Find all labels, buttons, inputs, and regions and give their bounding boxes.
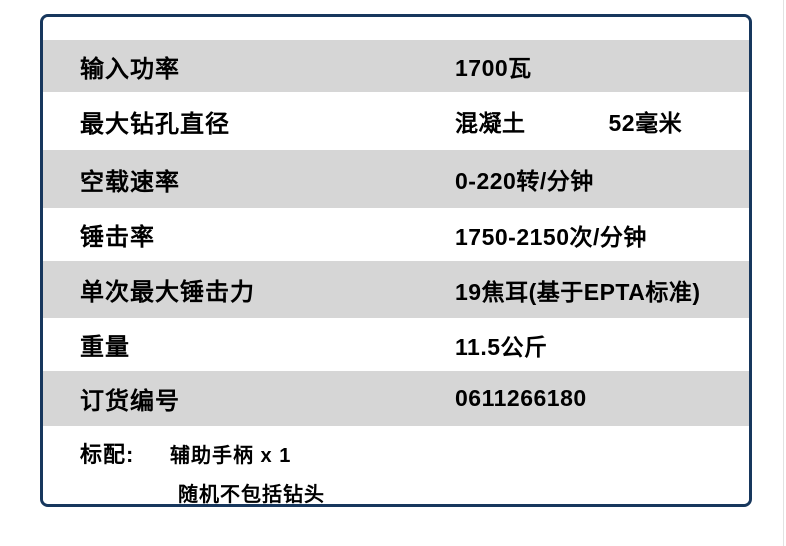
spec-table-card: 输入功率 1700瓦 最大钻孔直径 混凝土 52毫米 空载速率 0-220转/分… (40, 14, 752, 507)
spec-value: 19焦耳(基于EPTA标准) (455, 278, 701, 305)
spec-row-single-impact-energy: 单次最大锤击力 19焦耳(基于EPTA标准) (43, 261, 749, 318)
spec-row-input-power: 输入功率 1700瓦 (43, 40, 749, 92)
spec-label: 重量 (80, 334, 130, 361)
included-accessories-section: 标配: 辅助手柄 x 1 随机不包括钻头 (43, 426, 749, 506)
spec-label: 订货编号 (80, 388, 180, 415)
spec-value: 混凝土 (455, 110, 526, 136)
spec-label: 输入功率 (80, 55, 180, 83)
spec-row-max-drill-diameter: 最大钻孔直径 混凝土 52毫米 (43, 92, 749, 150)
spec-label: 单次最大锤击力 (80, 279, 255, 306)
spec-label: 空载速率 (80, 168, 180, 196)
spec-value: 0-220转/分钟 (455, 168, 594, 194)
spec-value: 1750-2150次/分钟 (455, 223, 647, 250)
included-label: 标配: (80, 442, 135, 467)
spec-row-no-load-speed: 空载速率 0-220转/分钟 (43, 150, 749, 208)
spec-label: 最大钻孔直径 (80, 110, 230, 138)
spec-label: 锤击率 (80, 224, 155, 251)
spec-value-secondary: 52毫米 (608, 110, 683, 136)
included-line: 标配: 辅助手柄 x 1 (80, 437, 749, 469)
spec-value: 1700瓦 (455, 55, 532, 81)
page-right-edge-line (783, 0, 784, 546)
spec-value: 0611266180 (455, 385, 587, 411)
spec-value: 11.5公斤 (455, 333, 548, 360)
included-item: 辅助手柄 x 1 (170, 445, 292, 467)
included-item: 随机不包括钻头 (178, 484, 325, 506)
spec-row-order-number: 订货编号 0611266180 (43, 371, 749, 426)
card-top-spacer (43, 17, 749, 40)
spec-row-weight: 重量 11.5公斤 (43, 318, 749, 371)
spec-row-impact-rate: 锤击率 1750-2150次/分钟 (43, 208, 749, 261)
